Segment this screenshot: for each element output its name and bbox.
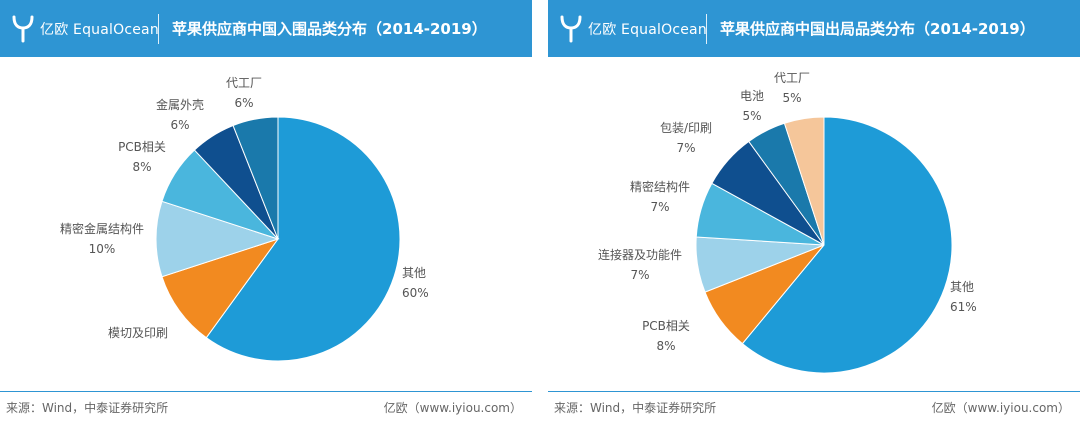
header-divider <box>158 14 159 44</box>
brand-name: 亿欧 EqualOcean <box>588 22 707 38</box>
header-divider <box>706 14 707 44</box>
slice-label: PCB相关 <box>642 319 690 333</box>
credit-note: 亿欧（www.iyiou.com） <box>931 401 1070 415</box>
slice-value-label: 5% <box>782 91 801 105</box>
chart-title: 苹果供应商中国入围品类分布（2014-2019） <box>172 20 487 38</box>
pie-chart-entry: 其他 60% 模切及印刷 精密金属结构件 10% PCB相关 8% 金属外壳 6% 代工厂 6% <box>60 76 429 362</box>
chart-panel-right: 亿欧 EqualOcean 苹果供应商中国出局品类分布（2014-2019） 其… <box>548 0 1080 424</box>
footer-divider <box>0 391 532 392</box>
panel-header: 亿欧 EqualOcean 苹果供应商中国出局品类分布（2014-2019） <box>548 0 1080 57</box>
slice-label: 其他 <box>950 280 974 294</box>
equalocean-logo-icon <box>12 15 34 43</box>
slice-label: 包装/印刷 <box>660 121 712 135</box>
slice-value-label: 6% <box>234 96 253 110</box>
source-note: 来源：Wind，中泰证券研究所 <box>6 401 169 415</box>
slice-value-label: 10% <box>89 242 116 256</box>
chart-title: 苹果供应商中国出局品类分布（2014-2019） <box>720 20 1035 38</box>
pie-slice <box>232 116 279 240</box>
slice-label: 代工厂 <box>226 76 262 90</box>
slice-value-label: 7% <box>630 268 649 282</box>
slice-label: 其他 <box>402 266 426 280</box>
slice-value-label: 60% <box>402 286 429 300</box>
source-note: 来源：Wind，中泰证券研究所 <box>554 401 717 415</box>
slice-label: 精密结构件 <box>630 179 690 194</box>
equalocean-logo-icon <box>560 15 582 43</box>
credit-note: 亿欧（www.iyiou.com） <box>383 401 522 415</box>
slice-label: PCB相关 <box>118 140 166 154</box>
brand-logo: 亿欧 EqualOcean <box>12 13 159 45</box>
pie-chart-exit: 其他 61% PCB相关 8% 连接器及功能件 7% 精密结构件 7% 包装/印刷 7% 电池 5% 代… <box>598 71 977 374</box>
slice-value-label: 8% <box>132 160 151 174</box>
pie-slice <box>741 116 953 374</box>
slice-value-label: 5% <box>742 109 761 123</box>
brand-logo: 亿欧 EqualOcean <box>560 13 707 45</box>
brand-name: 亿欧 EqualOcean <box>40 22 159 38</box>
slice-value-label: 8% <box>656 339 675 353</box>
pie-slice <box>205 116 401 362</box>
slice-label: 连接器及功能件 <box>598 247 682 262</box>
chart-panel-left: 亿欧 EqualOcean 苹果供应商中国入围品类分布（2014-2019） 其… <box>0 0 532 424</box>
slice-value-label: 7% <box>650 200 669 214</box>
pie-slice <box>161 238 280 339</box>
slice-label: 模切及印刷 <box>108 326 168 340</box>
slice-value-label: 7% <box>676 141 695 155</box>
slice-value-label: 6% <box>170 118 189 132</box>
footer-divider <box>548 391 1080 392</box>
slice-value-label: 61% <box>950 300 977 314</box>
pie-slice <box>783 116 825 246</box>
slice-label: 金属外壳 <box>156 97 204 112</box>
slice-label: 电池 <box>740 89 764 103</box>
slice-label: 代工厂 <box>774 71 810 85</box>
slice-label: 精密金属结构件 <box>60 221 144 236</box>
pie-slice <box>155 200 280 278</box>
panel-header: 亿欧 EqualOcean 苹果供应商中国入围品类分布（2014-2019） <box>0 0 532 57</box>
